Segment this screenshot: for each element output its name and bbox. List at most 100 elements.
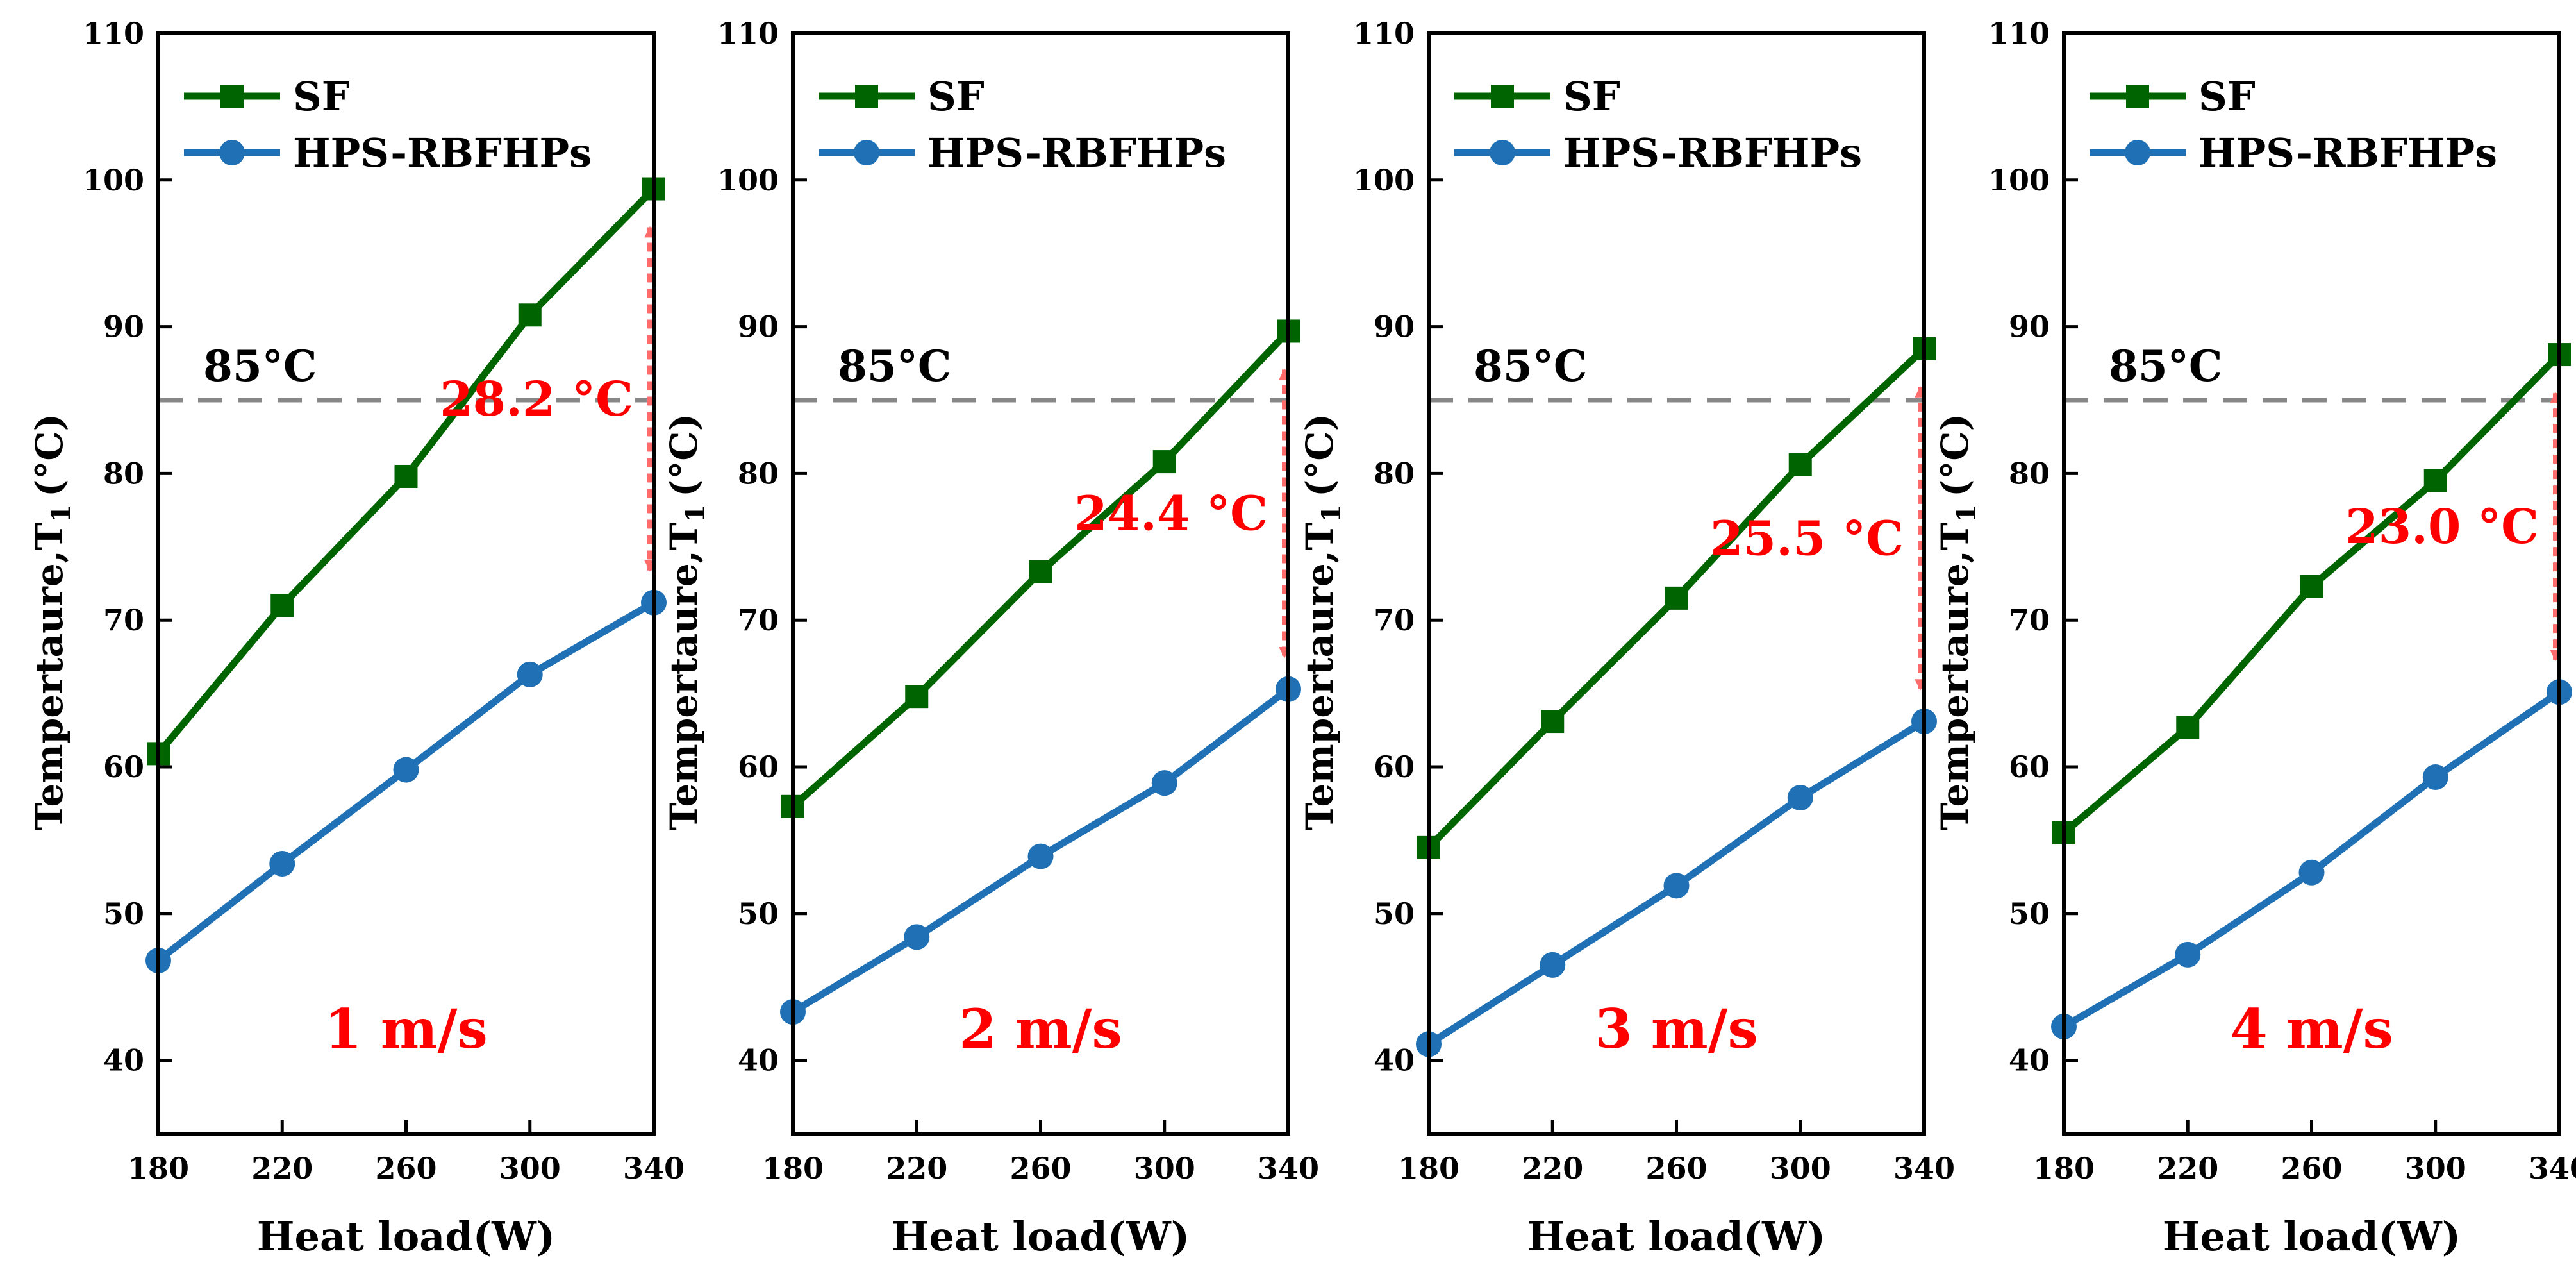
speed-label: 3 m/s <box>1595 997 1758 1061</box>
hps-point-260 <box>1027 843 1054 869</box>
legend-label-hps-rbfhps: HPS-RBFHPs <box>2198 130 2497 176</box>
y-tick-label-80: 80 <box>1374 456 1415 491</box>
legend-label-hps-rbfhps: HPS-RBFHPs <box>293 130 592 176</box>
x-tick-label-180: 180 <box>762 1151 824 1186</box>
x-tick-label-180: 180 <box>2033 1151 2095 1186</box>
sf-point-260 <box>2300 575 2323 598</box>
y-axis-label-main: Tempertaure,T <box>1933 523 1977 830</box>
chart-panel-3: 85°C 25.5 °C 3 m/s SF HPS-RBFHPs 40 50 60 70 80 90… <box>1298 16 1955 1260</box>
sf-point-220 <box>905 685 929 709</box>
y-axis-label-subscript: 1 <box>1317 505 1347 523</box>
x-tick-label-220: 220 <box>2157 1151 2218 1186</box>
hps-point-300 <box>1151 770 1177 796</box>
y-axis-label-unit: (°C) <box>28 414 71 497</box>
hps-point-260 <box>393 757 419 783</box>
y-tick-label-70: 70 <box>2009 603 2050 637</box>
y-axis-label-subscript: 1 <box>46 505 76 523</box>
legend-label-sf: SF <box>2198 73 2256 120</box>
y-axis-label-main: Tempertaure,T <box>662 523 706 830</box>
x-tick-label-300: 300 <box>1134 1151 1195 1186</box>
y-axis-label: Tempertaure,T1 (°C) <box>662 414 711 830</box>
x-tick-label-340: 340 <box>1893 1151 1955 1186</box>
y-tick-label-40: 40 <box>103 1043 144 1078</box>
hps-point-300 <box>517 661 543 687</box>
difference-label: 25.5 °C <box>1710 511 1904 566</box>
x-axis-label: Heat load(W) <box>2163 1213 2461 1260</box>
y-tick-label-40: 40 <box>1374 1043 1415 1078</box>
y-tick-label-80: 80 <box>738 456 779 491</box>
x-tick-label-340: 340 <box>623 1151 685 1186</box>
sf-point-300 <box>1152 450 1176 474</box>
sf-point-300 <box>1788 453 1812 476</box>
x-tick-label-300: 300 <box>2405 1151 2466 1186</box>
x-tick-label-260: 260 <box>1645 1151 1707 1186</box>
y-tick-label-90: 90 <box>103 310 144 344</box>
x-tick-label-220: 220 <box>886 1151 947 1186</box>
reference-label: 85°C <box>203 341 317 391</box>
hps-point-220 <box>2175 941 2201 968</box>
y-axis-label-main: Tempertaure,T <box>1298 523 1342 830</box>
y-tick-label-80: 80 <box>103 456 144 491</box>
plot-frame <box>1427 31 1926 1136</box>
y-tick-label-50: 50 <box>1374 896 1415 931</box>
legend-marker-sf <box>220 85 244 108</box>
reference-label: 85°C <box>838 341 951 391</box>
y-tick-label-60: 60 <box>1374 750 1415 784</box>
y-tick-label-110: 110 <box>83 16 144 51</box>
y-tick-label-40: 40 <box>738 1043 779 1078</box>
y-tick-label-70: 70 <box>1374 603 1415 637</box>
legend-marker-sf <box>855 85 878 108</box>
sf-point-300 <box>518 303 542 327</box>
y-axis-label-unit: (°C) <box>1298 414 1342 497</box>
hps-point-300 <box>1787 785 1813 811</box>
y-axis-label-main: Tempertaure,T <box>28 523 71 830</box>
x-tick-label-340: 340 <box>2529 1151 2576 1186</box>
sf-point-260 <box>1029 560 1052 583</box>
y-axis-label: Tempertaure,T1 (°C) <box>28 414 76 830</box>
y-tick-label-70: 70 <box>738 603 779 637</box>
sf-point-260 <box>394 464 418 488</box>
y-tick-label-100: 100 <box>1988 163 2050 197</box>
x-axis-label: Heat load(W) <box>1527 1213 1825 1260</box>
y-tick-label-50: 50 <box>738 896 779 931</box>
hps-point-260 <box>2298 859 2325 886</box>
y-tick-label-50: 50 <box>103 896 144 931</box>
x-tick-label-340: 340 <box>1258 1151 1319 1186</box>
legend-marker-hps-rbfhps <box>219 140 245 165</box>
y-axis-label-unit: (°C) <box>1933 414 1977 497</box>
sf-point-300 <box>2423 469 2447 492</box>
y-tick-label-60: 60 <box>738 750 779 784</box>
y-tick-label-110: 110 <box>717 16 779 51</box>
hps-point-260 <box>1663 873 1690 899</box>
x-axis-label: Heat load(W) <box>892 1213 1190 1260</box>
y-tick-label-110: 110 <box>1353 16 1415 51</box>
chart-panel-2: 85°C 24.4 °C 2 m/s SF HPS-RBFHPs 40 50 60 70 80 90… <box>662 16 1319 1260</box>
y-tick-label-40: 40 <box>2009 1043 2050 1078</box>
x-tick-label-260: 260 <box>1010 1151 1071 1186</box>
legend-label-sf: SF <box>293 73 350 120</box>
difference-label: 28.2 °C <box>440 372 633 427</box>
legend-marker-sf <box>1491 85 1514 108</box>
speed-label: 4 m/s <box>2230 997 2393 1061</box>
difference-label: 23.0 °C <box>2345 499 2539 555</box>
y-axis-label: Tempertaure,T1 (°C) <box>1298 414 1347 830</box>
y-tick-label-90: 90 <box>738 310 779 344</box>
y-tick-label-60: 60 <box>103 750 144 784</box>
y-tick-label-100: 100 <box>83 163 144 197</box>
chart-panel-1: 85°C 28.2 °C 1 m/s SF HPS-RBFHPs 40 50 60 70 80 90… <box>28 16 685 1260</box>
legend-marker-sf <box>2126 85 2149 108</box>
hps-point-220 <box>904 924 930 950</box>
legend-marker-hps-rbfhps <box>854 140 879 165</box>
hps-point-220 <box>269 851 295 877</box>
sf-point-260 <box>1665 586 1688 610</box>
sf-point-220 <box>2176 716 2200 739</box>
y-tick-label-90: 90 <box>1374 310 1415 344</box>
x-tick-label-180: 180 <box>1398 1151 1459 1186</box>
legend-label-hps-rbfhps: HPS-RBFHPs <box>927 130 1226 176</box>
speed-label: 2 m/s <box>959 997 1122 1061</box>
difference-label: 24.4 °C <box>1074 487 1268 542</box>
reference-label: 85°C <box>2109 341 2222 391</box>
x-tick-label-220: 220 <box>251 1151 313 1186</box>
x-axis-label: Heat load(W) <box>257 1213 555 1260</box>
